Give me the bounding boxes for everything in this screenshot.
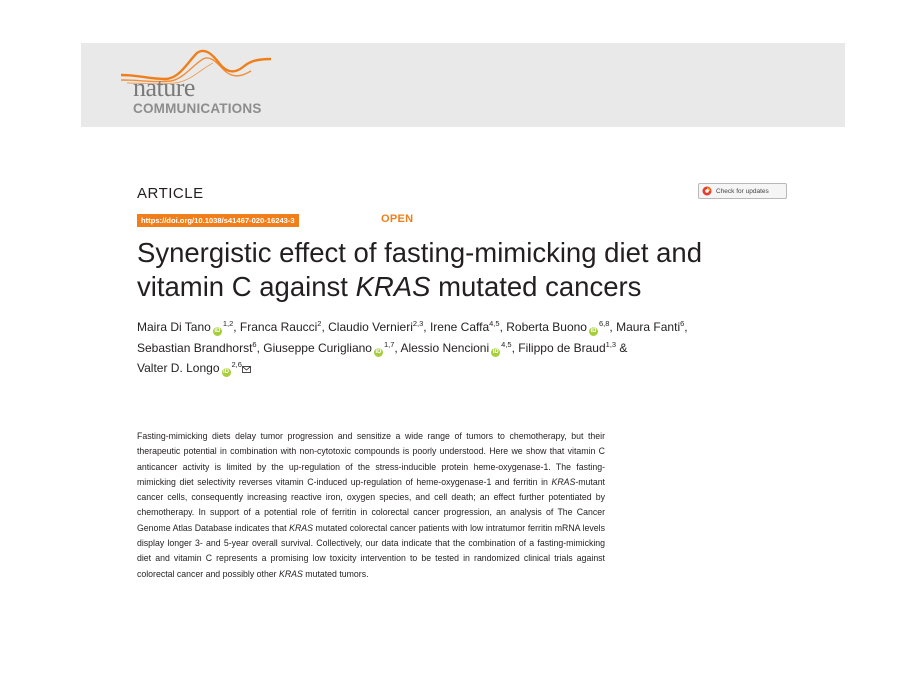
author-name[interactable]: Sebastian Brandhorst bbox=[137, 340, 253, 355]
journal-logo[interactable]: nature COMMUNICATIONS bbox=[81, 43, 381, 127]
author-separator: , bbox=[511, 340, 519, 355]
author-name[interactable]: Franca Raucci bbox=[239, 320, 318, 334]
check-for-updates-button[interactable]: Check for updates bbox=[698, 183, 787, 199]
author-name[interactable]: Roberta Buono bbox=[506, 320, 587, 334]
author-name[interactable]: Alessio Nencioni bbox=[400, 340, 490, 355]
abstract-gene-2: KRAS bbox=[289, 522, 313, 533]
article-title: Synergistic effect of fasting-mimicking … bbox=[137, 236, 797, 304]
author-name[interactable]: Valter D. Longo bbox=[137, 361, 220, 375]
check-updates-label: Check for updates bbox=[716, 187, 769, 195]
orcid-icon[interactable]: iD bbox=[491, 347, 501, 357]
author[interactable]: Filippo de Braud1,3 bbox=[518, 339, 617, 355]
author-separator: , bbox=[684, 320, 688, 334]
logo-nature-text: nature bbox=[133, 73, 195, 102]
author-name[interactable]: Filippo de Braud bbox=[518, 340, 606, 355]
author-affiliation: 4,5 bbox=[501, 339, 512, 349]
author[interactable]: Sebastian Brandhorst6 bbox=[137, 339, 257, 355]
author-separator: & bbox=[616, 340, 628, 355]
author-affiliation: 6 bbox=[680, 319, 685, 328]
author-name[interactable]: Maira Di Tano bbox=[137, 320, 211, 334]
author[interactable]: Giuseppe Curigliano iD1,7 bbox=[263, 339, 395, 357]
author-separator: , bbox=[609, 320, 617, 334]
abstract-part-2: -mutant cancer cells, consequently incre… bbox=[137, 476, 605, 533]
author-name[interactable]: Giuseppe Curigliano bbox=[263, 340, 372, 355]
author-affiliation: 1,2 bbox=[222, 319, 234, 328]
author-separator: , bbox=[499, 320, 507, 334]
author-affiliation: 6,8 bbox=[598, 319, 610, 328]
abstract-gene-3: KRAS bbox=[279, 568, 303, 579]
author-separator: , bbox=[394, 340, 401, 355]
article-type: ARTICLE bbox=[137, 185, 204, 202]
author-affiliation: 6 bbox=[252, 339, 257, 349]
open-access-label: OPEN bbox=[381, 213, 414, 225]
author[interactable]: Valter D. Longo iD2,6 bbox=[137, 360, 251, 377]
author[interactable]: Franca Raucci2 bbox=[240, 320, 322, 334]
author-affiliation: 2,6 bbox=[231, 360, 242, 369]
abstract-gene-1: KRAS bbox=[551, 476, 576, 487]
author-affiliation: 1,3 bbox=[605, 339, 617, 349]
author[interactable]: Maura Fanti6 bbox=[616, 320, 684, 334]
author[interactable]: Alessio Nencioni iD4,5 bbox=[400, 339, 512, 357]
abstract: Fasting-mimicking diets delay tumor prog… bbox=[137, 429, 605, 582]
orcid-icon[interactable]: iD bbox=[212, 327, 222, 336]
author[interactable]: Maira Di Tano iD1,2 bbox=[137, 319, 234, 336]
author[interactable]: Roberta Buono iD6,8 bbox=[506, 319, 610, 336]
author-affiliation: 2,3 bbox=[412, 319, 424, 328]
doi-link[interactable]: https://doi.org/10.1038/s41467-020-16243… bbox=[137, 214, 299, 227]
author-name[interactable]: Maura Fanti bbox=[616, 320, 681, 334]
orcid-icon[interactable]: iD bbox=[588, 327, 598, 336]
author-affiliation: 2 bbox=[317, 319, 322, 328]
author-name[interactable]: Claudio Vernieri bbox=[328, 320, 413, 334]
author-name[interactable]: Irene Caffa bbox=[429, 320, 490, 334]
author[interactable]: Claudio Vernieri2,3 bbox=[328, 320, 423, 334]
author-affiliation: 4,5 bbox=[489, 319, 500, 328]
orcid-icon[interactable]: iD bbox=[373, 347, 383, 357]
logo-communications-text: COMMUNICATIONS bbox=[133, 101, 262, 116]
email-icon[interactable] bbox=[242, 366, 251, 373]
author-separator: , bbox=[423, 320, 430, 334]
author[interactable]: Irene Caffa4,5 bbox=[430, 320, 500, 334]
title-gene-italic: KRAS bbox=[355, 271, 431, 302]
author-separator: , bbox=[256, 340, 264, 355]
journal-banner: nature COMMUNICATIONS bbox=[81, 43, 845, 127]
check-updates-icon bbox=[702, 186, 712, 196]
title-line-2-start: vitamin C against bbox=[137, 271, 356, 302]
author-list: Maira Di Tano iD1,2, Franca Raucci2, Clau… bbox=[137, 317, 797, 379]
orcid-icon[interactable]: iD bbox=[221, 368, 231, 377]
author-affiliation: 1,7 bbox=[383, 339, 395, 349]
title-line-2-end: mutated cancers bbox=[430, 271, 642, 302]
author-separator: , bbox=[233, 320, 240, 334]
abstract-part-1: Fasting-mimicking diets delay tumor prog… bbox=[137, 431, 605, 487]
abstract-part-4: mutated tumors. bbox=[302, 568, 369, 579]
abstract-part-3: mutated colorectal cancer patients with … bbox=[137, 522, 605, 579]
title-line-1: Synergistic effect of fasting-mimicking … bbox=[137, 237, 703, 268]
logo-wave-icon bbox=[121, 49, 271, 85]
author-separator: , bbox=[321, 320, 329, 334]
